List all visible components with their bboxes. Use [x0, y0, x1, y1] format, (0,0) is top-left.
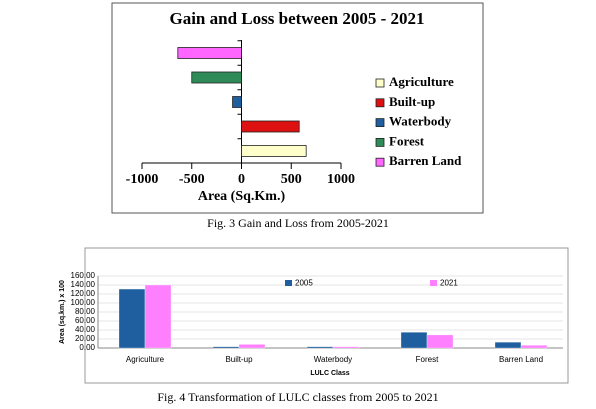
bar — [494, 341, 522, 349]
figure-caption: Fig. 4 Transformation of LULC classes fr… — [157, 390, 438, 404]
legend-label: 2021 — [440, 279, 458, 288]
legend-swatch — [375, 78, 385, 88]
bar — [144, 284, 172, 349]
x-tick-label: 500 — [281, 172, 302, 187]
bar — [238, 344, 266, 349]
bar — [400, 332, 428, 349]
x-axis-label: Area (Sq.Km.) — [198, 189, 286, 204]
bar — [332, 346, 360, 349]
legend-swatch — [375, 157, 385, 167]
bar — [191, 71, 242, 84]
x-tick-label: -500 — [179, 172, 205, 187]
legend-swatch — [375, 118, 385, 127]
y-tick-label: 100.00 — [71, 298, 96, 307]
bar — [212, 346, 240, 349]
x-tick-label: -1000 — [126, 172, 159, 187]
legend-swatch — [375, 98, 385, 108]
bar — [177, 47, 242, 59]
y-axis-label: Area (sq.km.) x 100 — [59, 280, 66, 344]
legend-swatch — [430, 280, 437, 286]
x-tick-label: Waterbody — [314, 355, 352, 364]
legend-swatch — [375, 137, 385, 147]
figure-caption: Fig. 3 Gain and Loss from 2005-2021 — [207, 216, 389, 230]
y-tick-label: 40.00 — [75, 325, 96, 334]
bar — [306, 346, 334, 349]
y-tick-label: 160.00 — [71, 271, 96, 280]
figure-frame — [111, 2, 484, 214]
y-tick-label: 140.00 — [71, 280, 96, 289]
bar — [241, 120, 300, 133]
x-tick-label: Built-up — [225, 355, 253, 364]
legend-swatch — [285, 280, 292, 286]
x-axis-label: LULC Class — [310, 370, 349, 377]
legend-label: Waterbody — [389, 114, 452, 129]
bar — [118, 288, 146, 349]
bar — [232, 96, 242, 108]
x-tick-label: Agriculture — [126, 355, 165, 364]
bar — [426, 334, 454, 349]
x-tick-label: Barren Land — [499, 355, 543, 364]
legend-label: Forest — [389, 133, 425, 148]
chart-title: Gain and Loss between 2005 - 2021 — [169, 9, 424, 28]
x-tick-label: Forest — [416, 355, 439, 364]
y-tick-label: 20.00 — [75, 334, 96, 343]
legend-label: Agriculture — [389, 74, 454, 89]
legend-label: Built-up — [389, 94, 435, 109]
y-tick-label: 120.00 — [71, 289, 96, 298]
bar — [241, 145, 307, 157]
bar — [520, 345, 548, 349]
x-tick-label: 1000 — [327, 172, 355, 187]
x-tick-label: 0 — [238, 172, 245, 187]
legend-label: 2005 — [295, 279, 313, 288]
y-tick-label: 0.00 — [79, 343, 95, 352]
y-tick-label: 60.00 — [75, 316, 96, 325]
legend-label: Barren Land — [389, 153, 462, 168]
y-tick-label: 80.00 — [75, 307, 96, 316]
